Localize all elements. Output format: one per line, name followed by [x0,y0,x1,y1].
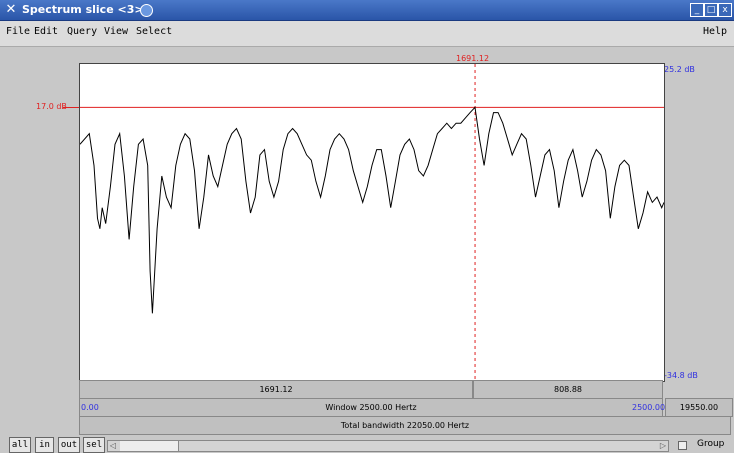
bottom-db-label: -34.8 dB [664,371,698,380]
group-label: Group [697,439,725,449]
menu-edit[interactable]: Edit [34,26,59,37]
group-checkbox[interactable] [678,441,687,450]
horizontal-scrollbar[interactable]: ◁ ▷ [107,440,669,452]
menu-view[interactable]: View [104,26,129,37]
cursor-line-extension [63,107,79,108]
menu-select[interactable]: Select [136,26,173,37]
spectrum-line [80,106,664,314]
side-value-box[interactable]: 19550.00 [665,398,733,417]
side-value: 19550.00 [679,403,719,412]
window-label: Window 2500.00 Hertz [325,403,417,412]
spectrum-plot[interactable] [79,63,665,382]
top-db-label: 25.2 dB [664,65,695,74]
left-frequency-bar[interactable]: 1691.12 [79,380,473,399]
left-frequency-value: 1691.12 [259,385,293,394]
spectrum-svg [80,64,664,381]
scroll-left-icon[interactable]: ◁ [109,441,117,450]
app-logo-icon: ✕ [5,2,17,17]
right-frequency-value: 808.88 [554,385,582,394]
cursor-db-label: 17.0 dB [36,102,67,111]
title-bar: ✕ Spectrum slice <3> _ □ x [0,0,734,21]
total-bandwidth-bar[interactable]: Total bandwidth 22050.00 Hertz [79,416,731,435]
menu-help[interactable]: Help [703,26,728,37]
zoom-all-button[interactable]: all [9,437,31,453]
zoom-selection-button[interactable]: sel [83,437,105,453]
zoom-out-button[interactable]: out [58,437,80,453]
scroll-thumb[interactable] [120,441,179,451]
window-bar[interactable]: Window 2500.00 Hertz [79,398,663,417]
right-frequency-bar[interactable]: 808.88 [473,380,663,399]
close-button[interactable]: x [718,3,732,17]
minimize-button[interactable]: _ [690,3,704,17]
window-title: Spectrum slice <3> [22,3,144,16]
cursor-frequency-label: 1691.12 [456,54,490,63]
menu-file[interactable]: File [6,26,31,37]
total-bandwidth-label: Total bandwidth 22050.00 Hertz [340,421,470,430]
maximize-button[interactable]: □ [704,3,718,17]
menu-bar: File Edit Query View Select Help [0,21,734,47]
zoom-in-button[interactable]: in [35,437,54,453]
scroll-right-icon[interactable]: ▷ [659,441,667,450]
menu-query[interactable]: Query [67,26,98,37]
window-end-value: 2500.00 [632,403,666,412]
swirl-icon [140,4,153,17]
window-start-value: 0.00 [81,403,99,412]
